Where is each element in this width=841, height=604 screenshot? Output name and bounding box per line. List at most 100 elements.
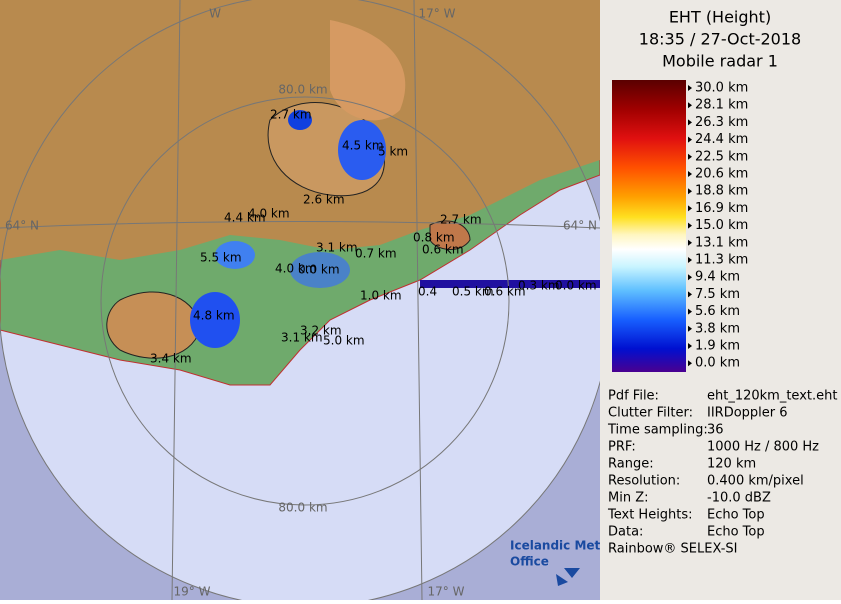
scale-label: 9.4 km xyxy=(695,270,740,285)
echo xyxy=(215,241,255,269)
grid-label: W xyxy=(209,7,221,21)
scale-label: 3.8 km xyxy=(695,321,740,336)
echo-top-label: 2.6 km xyxy=(303,193,345,207)
info-value: Echo Top xyxy=(707,508,765,523)
echo-top-label: 0.7 km xyxy=(355,247,397,261)
scale-label: 18.8 km xyxy=(695,184,748,199)
grid-label: 64° N xyxy=(5,219,39,233)
logo-text: Office xyxy=(510,555,549,569)
scale-tick xyxy=(688,102,692,109)
logo-text: Icelandic Met xyxy=(510,539,601,553)
info-key: Range: xyxy=(608,457,654,472)
grid-label: 17° W xyxy=(428,585,465,599)
grid-label: 64° N xyxy=(563,219,597,233)
scale-label: 26.3 km xyxy=(695,115,748,130)
grid-label: 80.0 km xyxy=(278,501,327,515)
echo-top-label: 4.4 km xyxy=(224,211,266,225)
scale-tick xyxy=(688,360,692,367)
scale-tick xyxy=(688,119,692,126)
echo-top-label: 5 km xyxy=(378,145,408,159)
info-value: 1000 Hz / 800 Hz xyxy=(707,440,819,455)
info-key: Clutter Filter: xyxy=(608,406,693,421)
echo-top-label: 5.0 km xyxy=(323,334,365,348)
graticule xyxy=(0,0,600,600)
map xyxy=(0,0,600,600)
scale-tick xyxy=(688,188,692,195)
echo-top-label: 0.0 km xyxy=(298,263,340,277)
footer: Rainbow® SELEX-SI xyxy=(608,542,738,557)
echo xyxy=(338,120,386,180)
info-value: 36 xyxy=(707,423,724,438)
echo xyxy=(190,292,240,348)
echo-top-label: 4.8 km xyxy=(193,309,235,323)
scale-label: 5.6 km xyxy=(695,304,740,319)
info-key: Resolution: xyxy=(608,474,680,489)
scale-tick xyxy=(688,239,692,246)
info-value: -10.0 dBZ xyxy=(707,491,771,506)
info-key: Time sampling: xyxy=(607,423,708,438)
info-value: 120 km xyxy=(707,457,756,472)
scale-label: 30.0 km xyxy=(695,81,748,96)
echo-top-label: 0.4 xyxy=(418,285,437,299)
echo-top-label: 3.1 km xyxy=(281,331,323,345)
scale-label: 22.5 km xyxy=(695,149,748,164)
color-scale xyxy=(612,80,686,372)
echo-top-label: 0.8 km xyxy=(413,231,455,245)
scale-tick xyxy=(688,85,692,91)
scale-tick xyxy=(688,308,692,315)
info-value: 0.400 km/pixel xyxy=(707,474,804,489)
info-key: PRF: xyxy=(608,440,636,455)
echo-top-label: 0.6 km xyxy=(484,285,526,299)
echo-top-label: 5.5 km xyxy=(200,251,242,265)
echo xyxy=(290,252,350,288)
scale-label: 24.4 km xyxy=(695,132,748,147)
echo-top-label: 1.0 km xyxy=(360,289,402,303)
scale-tick xyxy=(688,153,692,160)
echo-top-label: 3.4 km xyxy=(150,352,192,366)
range-ring xyxy=(100,96,510,506)
info-key: Data: xyxy=(608,525,643,540)
echo-top-label: 3.2 km xyxy=(300,324,342,338)
grid-label: 19° W xyxy=(174,585,211,599)
grid-label: 80.0 km xyxy=(278,83,327,97)
scale-label: 0.0 km xyxy=(695,356,740,371)
scale-label: 1.9 km xyxy=(695,339,740,354)
echo-top-label: 0.5 km xyxy=(452,285,494,299)
scale-tick xyxy=(688,343,692,349)
glacier xyxy=(429,220,471,250)
scale-label: 7.5 km xyxy=(695,287,740,302)
echo-top-label: 3.1 km xyxy=(316,241,358,255)
echo-top-label: 2.7 km xyxy=(440,213,482,227)
panel-title: Mobile radar 1 xyxy=(662,52,778,71)
scale-label: 11.3 km xyxy=(695,253,748,268)
info-key: Min Z: xyxy=(608,491,649,506)
scale-tick xyxy=(688,205,692,212)
scale-label: 20.6 km xyxy=(695,167,748,182)
echo-top-label: 0.6 km xyxy=(422,243,464,257)
info-value: Echo Top xyxy=(707,525,765,540)
info-key: Text Heights: xyxy=(607,508,693,523)
grid-label: 17° W xyxy=(419,7,456,21)
scale-label: 13.1 km xyxy=(695,235,748,250)
panel-title: 18:35 / 27-Oct-2018 xyxy=(639,30,801,49)
scale-tick xyxy=(688,171,692,177)
echo-top-label: 0.0 km xyxy=(555,279,597,293)
scale-tick xyxy=(688,136,692,143)
scale-tick xyxy=(688,325,692,332)
echo-top-label: 4.0 km xyxy=(275,262,317,276)
echo xyxy=(288,110,312,130)
scale-label: 15.0 km xyxy=(695,218,748,233)
panel-title: EHT (Height) xyxy=(669,8,771,27)
scale-label: 28.1 km xyxy=(695,98,748,113)
info-key: Pdf File: xyxy=(608,389,659,404)
info-value: IIRDoppler 6 xyxy=(707,406,788,421)
echo-top-label: 0.3 km xyxy=(518,279,560,293)
echo-top-label: 2.7 km xyxy=(270,108,312,122)
scale-tick xyxy=(688,222,692,229)
scale-tick xyxy=(688,257,692,263)
glacier xyxy=(330,20,406,121)
echo-top-label: 4.5 km xyxy=(342,139,384,153)
scale-tick xyxy=(688,274,692,281)
scale-label: 16.9 km xyxy=(695,201,748,216)
